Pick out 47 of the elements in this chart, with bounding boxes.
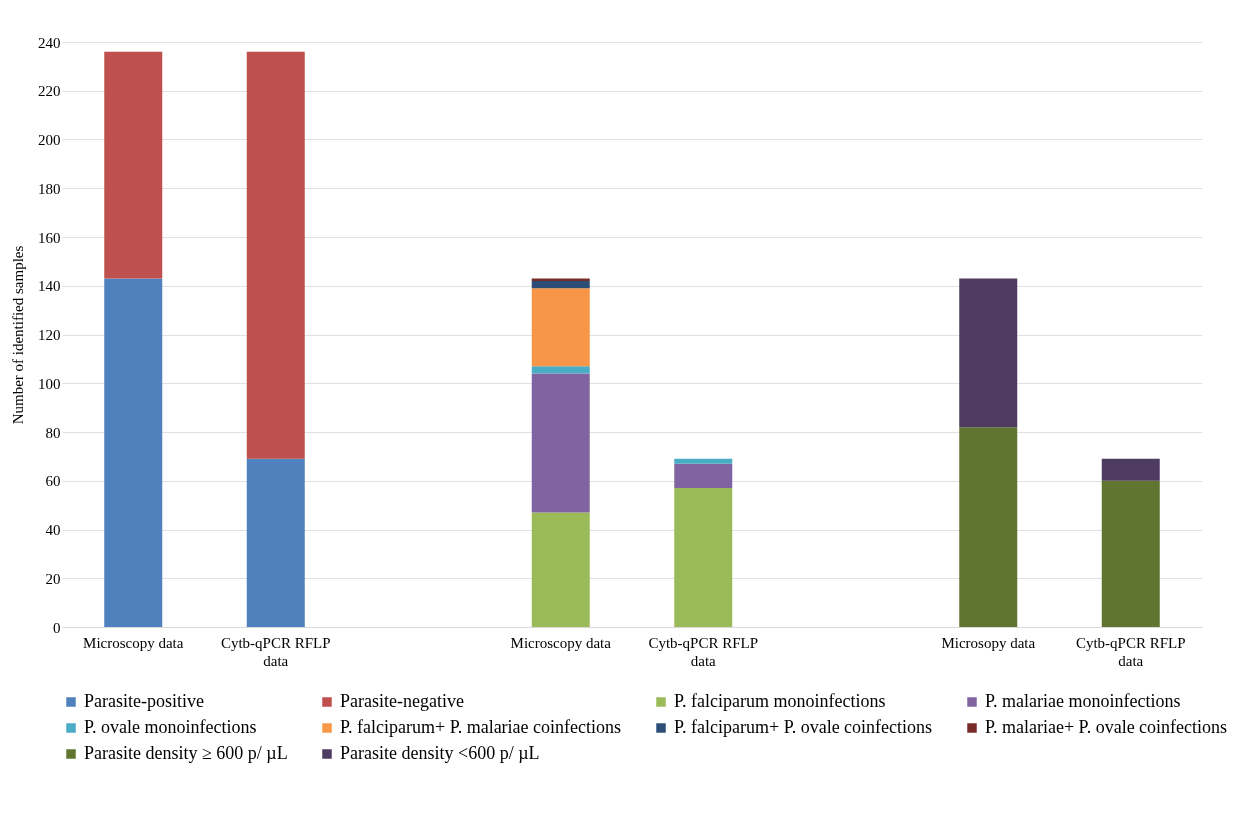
- bar: [531, 512, 590, 627]
- x-tick-label: Microscopy data: [83, 634, 184, 651]
- bar: [959, 278, 1018, 428]
- legend-label: Parasite-positive: [84, 691, 204, 711]
- legend-label: Parasite density ≥ 600 p/ µL: [84, 743, 288, 763]
- x-tick-label: Microscopy data: [510, 634, 612, 651]
- y-tick-label: 160: [38, 229, 61, 246]
- legend-label: P. malariae+ P. ovale coinfections: [985, 717, 1228, 737]
- bar: [674, 488, 733, 627]
- y-tick-label: 60: [45, 473, 61, 490]
- bar: [531, 288, 590, 367]
- legend-label: Parasite density <600 p/ µL: [340, 743, 540, 763]
- y-tick-label: 220: [38, 83, 61, 100]
- y-tick-label: 100: [38, 375, 61, 392]
- bar: [246, 51, 305, 459]
- bar: [531, 278, 590, 281]
- y-tick-label: 140: [38, 278, 61, 295]
- y-tick-label: 20: [45, 570, 61, 587]
- y-tick-label: 180: [38, 180, 61, 197]
- bar: [531, 373, 590, 513]
- bar: [1101, 458, 1160, 481]
- bar: [959, 427, 1018, 627]
- legend-label: Parasite-negative: [340, 691, 464, 711]
- bar: [531, 366, 590, 374]
- y-tick-label: 120: [38, 327, 61, 343]
- y-tick-label: 40: [45, 522, 61, 538]
- legend-label: P. ovale monoinfections: [84, 717, 257, 737]
- bar: [674, 463, 733, 489]
- bar: [104, 51, 163, 279]
- legend-label: P. malariae monoinfections: [985, 691, 1181, 711]
- y-tick-label: 240: [38, 34, 61, 51]
- x-tick-label: Cytb-qPCR RFLP data: [220, 634, 331, 669]
- bar: [1101, 480, 1160, 627]
- legend-label: P. falciparum+ P. ovale coinfections: [674, 717, 933, 737]
- x-tick-label: Microsopy data: [941, 634, 1036, 651]
- bar: [246, 458, 305, 627]
- x-tick-label: Cytb-qPCR RFLP data: [1075, 634, 1186, 669]
- y-tick-label: 0: [53, 619, 61, 636]
- y-axis-title: Number of identified samples: [10, 245, 26, 425]
- legend-label: P. falciparum monoinfections: [674, 691, 886, 711]
- bar: [531, 280, 590, 289]
- bar: [104, 278, 163, 627]
- y-tick-label: 80: [45, 424, 61, 441]
- x-tick-label: Cytb-qPCR RFLP data: [648, 634, 759, 669]
- legend-label: P. falciparum+ P. malariae coinfections: [340, 717, 622, 737]
- y-tick-label: 200: [38, 132, 61, 148]
- bar: [674, 458, 733, 464]
